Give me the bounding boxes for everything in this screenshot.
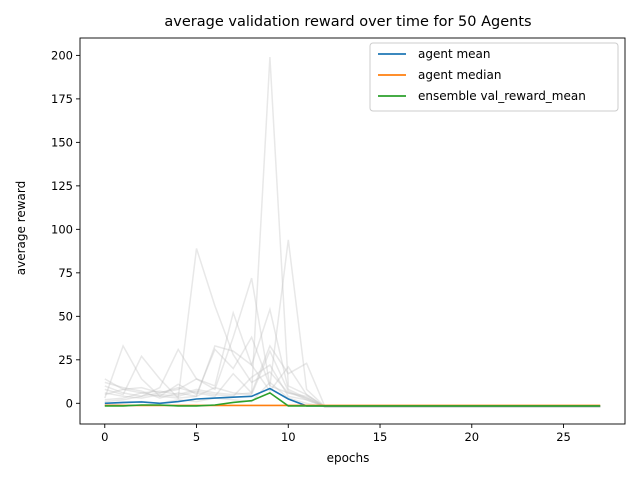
agent-line-4: [104, 239, 601, 408]
plot-frame: [79, 37, 626, 425]
y-axis-label: average reward: [14, 181, 28, 276]
x-axis-label: epochs: [327, 451, 370, 465]
legend-label-2: agent median: [418, 68, 501, 82]
legend-box: [369, 42, 619, 112]
y-tick-label: 150: [51, 135, 73, 149]
agent-line-8: [104, 310, 601, 408]
y-tick-label: 25: [58, 353, 73, 367]
y-tick-label: 50: [58, 309, 73, 323]
x-tick-label: 15: [373, 430, 388, 444]
summary-lines-group: [104, 387, 601, 407]
y-tick-label: 175: [51, 92, 73, 106]
y-tick-label: 200: [51, 48, 73, 62]
agent-line-1: [104, 57, 601, 408]
agent-line-6: [104, 335, 601, 408]
x-tick-label: 5: [193, 430, 200, 444]
x-axis: 0 5 10 15 20 25: [101, 424, 571, 444]
x-tick-label: 25: [556, 430, 571, 444]
agent-line-5: [104, 344, 601, 408]
y-tick-label: 125: [51, 179, 73, 193]
legend-label-1: agent mean: [418, 47, 491, 61]
series-line-3: [104, 391, 601, 407]
legend: agent mean agent median ensemble val_rewar…: [369, 42, 619, 112]
legend-label-3: ensemble val_reward_mean: [418, 89, 586, 103]
y-axis: 0 25 50 75 100 125 150 175 200: [51, 48, 80, 410]
agent-line-7: [104, 363, 601, 408]
agent-line-10: [104, 349, 601, 408]
y-tick-label: 100: [51, 222, 73, 236]
x-tick-label: 0: [101, 430, 108, 444]
chart-title: average validation reward over time for …: [164, 14, 531, 30]
y-tick-label: 0: [66, 396, 73, 410]
y-tick-label: 75: [58, 266, 73, 280]
agent-line-3: [104, 306, 601, 408]
x-tick-label: 20: [464, 430, 479, 444]
agent-line-2: [104, 248, 601, 408]
x-tick-label: 10: [281, 430, 296, 444]
